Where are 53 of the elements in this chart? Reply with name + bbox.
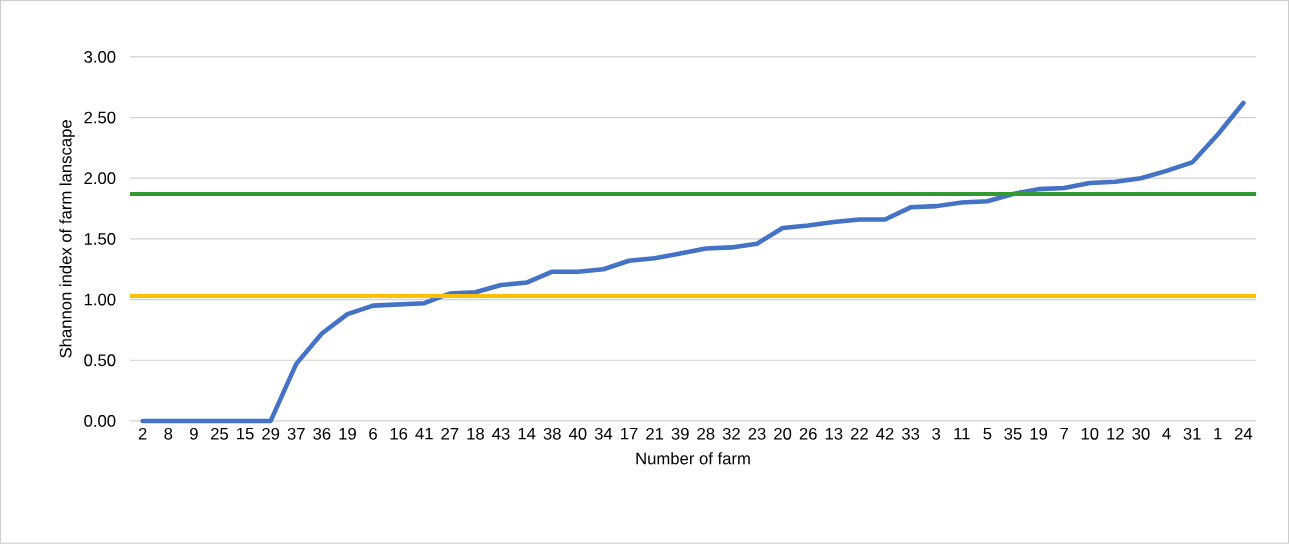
- x-tick-label: 22: [850, 427, 868, 440]
- x-tick-label: 10: [1081, 427, 1099, 440]
- y-tick-label: 1.00: [84, 293, 116, 306]
- y-axis-title: Shannon index of farm lanscape: [59, 120, 75, 358]
- x-tick-label: 30: [1132, 427, 1150, 440]
- x-tick-label: 3: [932, 427, 941, 440]
- x-tick-label: 43: [492, 427, 510, 440]
- x-tick-label: 42: [876, 427, 894, 440]
- x-tick-label: 19: [1030, 427, 1048, 440]
- x-tick-label: 20: [774, 427, 792, 440]
- x-tick-label: 27: [441, 427, 459, 440]
- x-tick-label: 4: [1162, 427, 1171, 440]
- x-tick-label: 17: [621, 427, 638, 440]
- x-tick-label: 31: [1183, 427, 1201, 440]
- x-tick-label: 32: [722, 427, 740, 440]
- x-tick-label: 14: [518, 427, 536, 440]
- x-tick-label: 13: [825, 427, 843, 440]
- x-tick-label: 2: [138, 427, 147, 440]
- x-tick-label: 37: [287, 427, 305, 440]
- x-tick-label: 7: [1060, 427, 1068, 440]
- x-tick-label: 18: [467, 427, 484, 440]
- x-tick-label: 8: [164, 427, 173, 440]
- x-tick-label: 40: [568, 427, 587, 440]
- x-tick-label: 38: [543, 427, 561, 440]
- y-tick-label: 2.50: [84, 111, 116, 124]
- x-tick-label: 6: [369, 427, 377, 440]
- x-tick-label: 9: [190, 427, 198, 440]
- x-tick-label: 23: [748, 427, 766, 440]
- x-tick-label: 41: [415, 427, 433, 440]
- x-tick-label: 1: [1214, 427, 1222, 440]
- x-tick-label: 35: [1004, 427, 1022, 440]
- y-tick-label: 0.00: [84, 415, 116, 427]
- x-tick-label: 26: [799, 427, 817, 440]
- x-tick-label: 39: [671, 427, 689, 440]
- x-tick-label: 11: [954, 427, 970, 440]
- y-tick-label: 1.50: [84, 233, 116, 245]
- x-tick-label: 5: [983, 427, 992, 440]
- y-tick-label: 3.00: [84, 51, 116, 63]
- x-axis-title: Number of farm: [636, 452, 750, 465]
- x-tick-label: 21: [646, 427, 664, 440]
- x-tick-label: 28: [697, 427, 715, 440]
- x-tick-label: 34: [594, 427, 613, 440]
- x-tick-label: 29: [262, 427, 280, 440]
- y-tick-label: 0.50: [84, 354, 116, 367]
- x-tick-label: 24: [1234, 427, 1253, 440]
- x-tick-label: 36: [313, 427, 331, 440]
- x-tick-label: 15: [237, 427, 254, 440]
- x-tick-label: 19: [339, 427, 356, 440]
- x-tick-label: 25: [211, 427, 229, 440]
- x-tick-label: 33: [901, 427, 920, 440]
- y-tick-label: 2.00: [84, 172, 116, 185]
- x-tick-label: 12: [1107, 427, 1124, 440]
- x-tick-label: 16: [390, 427, 408, 440]
